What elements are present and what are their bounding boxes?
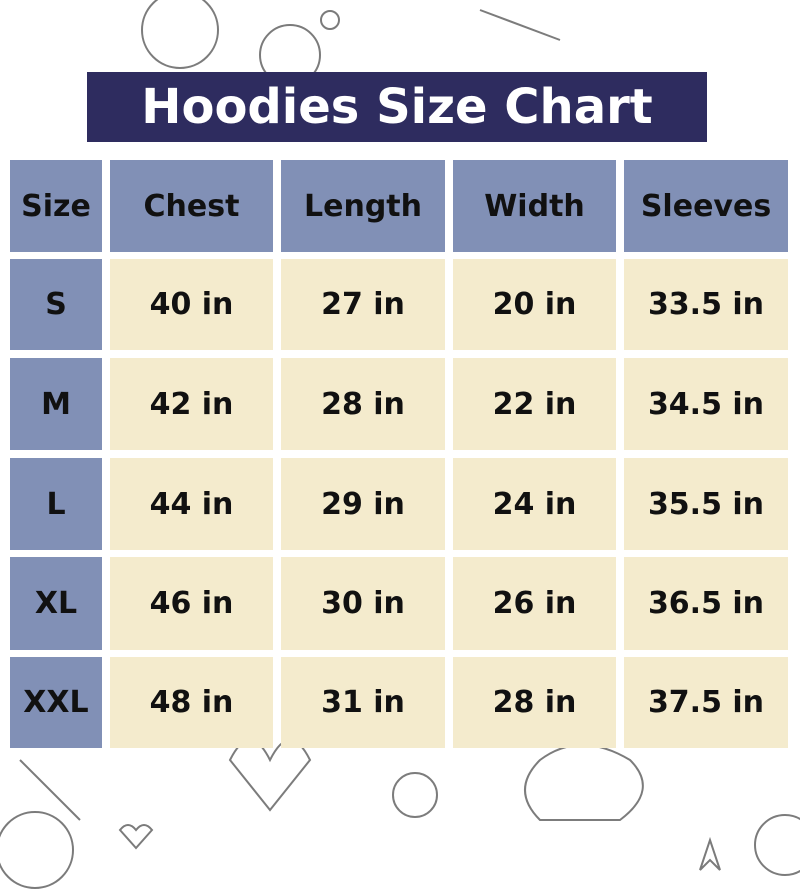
measurement-cell: 30 in [281, 557, 445, 650]
size-label: L [10, 458, 102, 550]
measurement-cell: 33.5 in [624, 259, 788, 350]
measurement-cell: 46 in [110, 557, 273, 650]
measurement-cell: 40 in [110, 259, 273, 350]
size-label: XL [10, 557, 102, 650]
header-size: Size [10, 160, 102, 252]
measurement-cell: 27 in [281, 259, 445, 350]
measurement-cell: 37.5 in [624, 657, 788, 748]
size-label: M [10, 358, 102, 450]
header-sleeves: Sleeves [624, 160, 788, 252]
measurement-cell: 34.5 in [624, 358, 788, 450]
measurement-cell: 28 in [453, 657, 616, 748]
measurement-cell: 36.5 in [624, 557, 788, 650]
measurement-cell: 28 in [281, 358, 445, 450]
measurement-cell: 20 in [453, 259, 616, 350]
size-label: XXL [10, 657, 102, 748]
measurement-cell: 48 in [110, 657, 273, 748]
measurement-cell: 22 in [453, 358, 616, 450]
measurement-cell: 31 in [281, 657, 445, 748]
page-title: Hoodies Size Chart [87, 72, 707, 142]
header-chest: Chest [110, 160, 273, 252]
measurement-cell: 35.5 in [624, 458, 788, 550]
measurement-cell: 29 in [281, 458, 445, 550]
measurement-cell: 42 in [110, 358, 273, 450]
measurement-cell: 24 in [453, 458, 616, 550]
size-label: S [10, 259, 102, 350]
measurement-cell: 26 in [453, 557, 616, 650]
header-length: Length [281, 160, 445, 252]
header-width: Width [453, 160, 616, 252]
measurement-cell: 44 in [110, 458, 273, 550]
